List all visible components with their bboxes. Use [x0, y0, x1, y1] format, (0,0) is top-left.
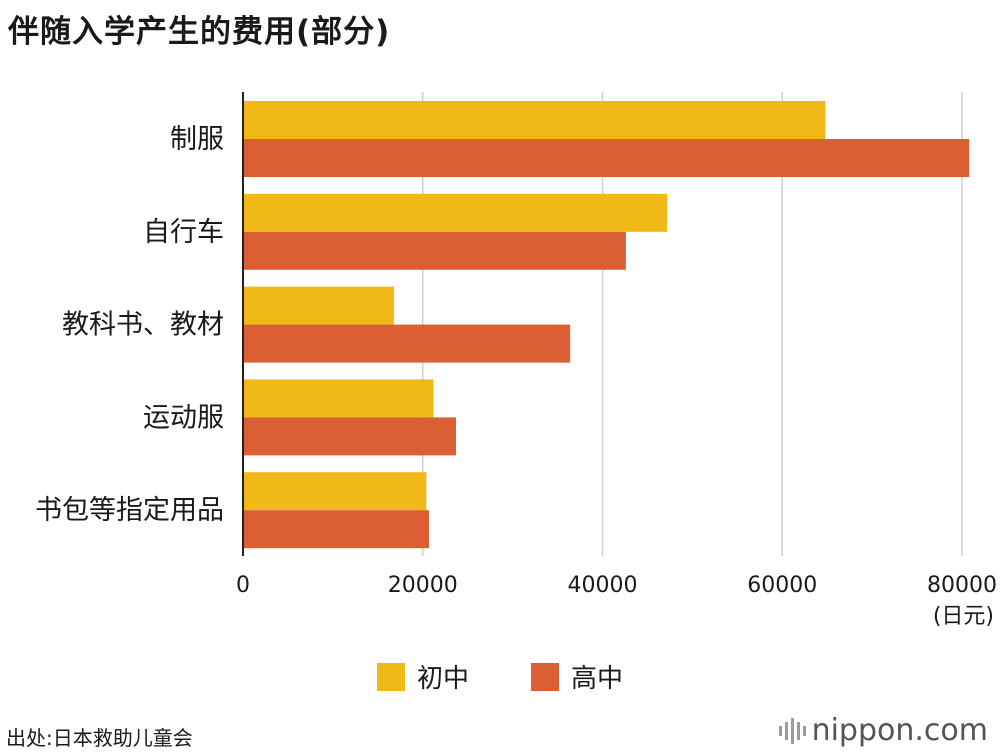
legend-item-senior-high: 高中 — [531, 658, 623, 695]
bar — [243, 472, 427, 511]
bar — [243, 286, 394, 325]
x-tick-labels: 0 20000 40000 60000 80000 — [236, 573, 997, 598]
x-tick-label: 80000 — [927, 573, 997, 598]
bar — [243, 193, 668, 232]
legend-item-junior-high: 初中 — [376, 658, 469, 695]
x-tick-label: 20000 — [388, 573, 458, 598]
bar — [243, 101, 826, 139]
category-label: 自行车 — [143, 217, 224, 248]
legend-swatch-junior-high — [376, 662, 405, 691]
x-tick-label: 0 — [236, 573, 250, 598]
category-label: 教科书、教材 — [62, 310, 224, 341]
source-note: 出处:日本救助儿童会 — [6, 726, 193, 750]
bar — [243, 139, 970, 177]
x-tick-label: 60000 — [747, 573, 817, 598]
bar — [243, 379, 434, 418]
x-tick-label: 40000 — [568, 573, 638, 598]
category-label: 运动服 — [143, 402, 224, 433]
chart-title: 伴随入学产生的费用(部分) — [8, 14, 391, 50]
unit-label: (日元) — [933, 604, 994, 629]
legend: 初中 高中 — [0, 658, 1000, 695]
bar — [243, 417, 457, 456]
bar — [243, 324, 571, 363]
brand-mark-icon — [778, 717, 806, 744]
legend-swatch-senior-high — [531, 662, 559, 691]
brand-text: nippon.com — [811, 713, 988, 748]
bar — [243, 231, 626, 270]
legend-label-senior-high: 高中 — [571, 664, 624, 694]
brand-logo: nippon.com — [778, 713, 988, 748]
bar — [243, 510, 430, 549]
bars — [243, 101, 970, 549]
category-label: 制服 — [170, 124, 224, 155]
category-label: 书包等指定用品 — [35, 495, 224, 526]
legend-label-junior-high: 初中 — [416, 664, 469, 694]
